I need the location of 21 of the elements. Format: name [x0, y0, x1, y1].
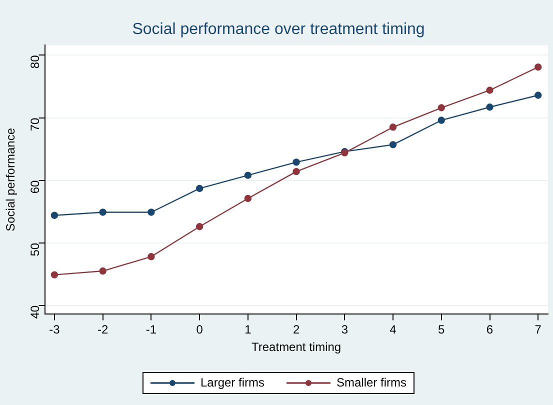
x-tick-label: -1: [146, 322, 157, 337]
x-tick-label: 3: [341, 322, 348, 337]
x-tick-label: 2: [292, 322, 300, 337]
x-tick-label: 6: [486, 322, 494, 337]
x-tick-label: 4: [390, 322, 397, 337]
y-tick-label: 40: [28, 305, 42, 319]
x-tick-label: -3: [49, 322, 60, 337]
x-axis-title: Treatment timing: [252, 340, 342, 354]
x-tick-label: -2: [98, 322, 108, 337]
y-tick-label: 70: [28, 117, 42, 132]
x-tick-label: 0: [196, 322, 204, 337]
x-tick-label: 5: [438, 322, 446, 337]
chart-title: Social performance over treatment timing: [132, 21, 425, 38]
y-tick-label: 50: [28, 242, 42, 256]
y-tick-label: 60: [28, 180, 42, 194]
x-tick-label: 1: [244, 322, 252, 337]
y-axis-title: Social performance: [4, 128, 18, 232]
legend-label: Smaller firms: [336, 375, 407, 390]
legend-label: Larger firms: [200, 375, 265, 390]
y-tick-label: 80: [28, 54, 42, 69]
x-tick-label: 7: [534, 322, 542, 337]
